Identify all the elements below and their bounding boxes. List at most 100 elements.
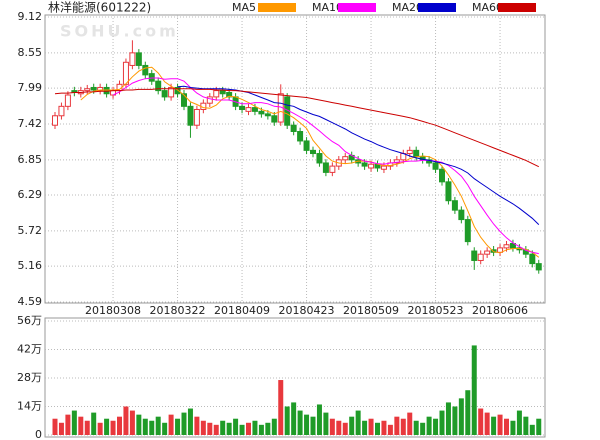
legend-swatch xyxy=(338,3,376,12)
candle-body xyxy=(258,110,265,115)
volume-bar xyxy=(439,410,445,435)
ma-line xyxy=(80,66,540,258)
candle-body xyxy=(239,105,246,110)
volume-bar xyxy=(265,422,271,435)
candle-body xyxy=(445,181,452,202)
candle-body xyxy=(168,86,175,98)
candle-body xyxy=(484,250,491,255)
candle-body xyxy=(174,86,181,95)
volume-bar xyxy=(155,416,161,435)
volume-bar xyxy=(117,416,122,435)
candle-body xyxy=(213,90,220,98)
volume-bar xyxy=(110,420,116,435)
x-tick-label: 20180409 xyxy=(214,304,270,317)
volume-bar xyxy=(342,422,348,435)
volume-bar xyxy=(297,410,303,435)
volume-bar xyxy=(226,422,232,435)
y-tick-label: 5.16 xyxy=(18,259,43,272)
x-tick-label: 20180509 xyxy=(343,304,399,317)
y-tick-label: 56万 xyxy=(17,314,42,327)
volume-bar xyxy=(516,410,522,435)
candle-body xyxy=(161,90,168,98)
candle-body xyxy=(329,165,336,173)
volume-bar xyxy=(58,422,64,435)
volume-bar xyxy=(213,424,219,435)
volume-bar xyxy=(413,420,419,435)
y-tick-label: 6.29 xyxy=(18,188,43,201)
ma-line xyxy=(54,88,540,168)
volume-bar xyxy=(329,418,335,435)
volume-bar xyxy=(458,398,464,435)
volume-bar xyxy=(381,420,387,435)
candle-body xyxy=(361,162,368,167)
candle-body xyxy=(342,156,349,161)
legend-label: MA60 xyxy=(472,1,503,14)
legend-label: MA20 xyxy=(392,1,423,14)
candle-body xyxy=(206,96,213,104)
volume-bar xyxy=(375,422,380,435)
volume-bar xyxy=(52,418,58,435)
volume-bar xyxy=(368,418,374,435)
volume-bar xyxy=(426,416,432,435)
volume-bar xyxy=(97,422,103,435)
candle-body xyxy=(477,253,484,261)
candle-body xyxy=(439,168,445,183)
candle-body xyxy=(393,159,400,164)
volume-bar xyxy=(129,410,135,435)
volume-bar xyxy=(510,420,516,435)
y-tick-label: 6.85 xyxy=(18,153,43,166)
y-tick-label: 8.55 xyxy=(18,46,43,59)
volume-bar xyxy=(278,380,284,435)
volume-bar xyxy=(104,418,110,435)
volume-bar xyxy=(504,418,509,435)
candle-body xyxy=(58,105,65,117)
volume-bar xyxy=(536,418,542,435)
volume-bar xyxy=(420,422,426,435)
volume-bar xyxy=(168,414,174,435)
candle-body xyxy=(316,153,323,164)
volume-bar xyxy=(523,416,529,435)
candle-body xyxy=(380,165,387,170)
volume-bar xyxy=(316,404,322,435)
candle-body xyxy=(245,107,252,112)
legend-swatch xyxy=(258,3,296,12)
y-tick-label: 4.59 xyxy=(18,295,43,308)
volume-bar xyxy=(433,418,439,435)
legend-swatch xyxy=(418,3,456,12)
legend-label: MA5 xyxy=(232,1,256,14)
candle-body xyxy=(181,93,187,107)
volume-bar xyxy=(529,424,535,435)
candle-body xyxy=(226,91,233,98)
candle-body xyxy=(187,105,194,126)
candle-body xyxy=(251,107,258,112)
volume-bar xyxy=(484,412,490,435)
candle-body xyxy=(122,61,129,85)
candle-body xyxy=(406,149,413,155)
candle-body xyxy=(84,88,91,92)
y-tick-label: 7.42 xyxy=(18,117,43,130)
candle-body xyxy=(413,149,420,158)
volume-bar xyxy=(291,402,297,435)
y-tick-label: 5.72 xyxy=(18,224,43,237)
candle-body xyxy=(142,64,149,76)
candle-body xyxy=(97,86,104,92)
candle-body xyxy=(535,263,542,271)
x-tick-label: 20180308 xyxy=(85,304,141,317)
candle-body xyxy=(135,52,142,66)
volume-bar xyxy=(71,410,77,435)
volume-bar xyxy=(258,424,264,435)
volume-bar xyxy=(84,420,90,435)
volume-bar xyxy=(355,410,361,435)
y-tick-label: 42万 xyxy=(17,343,42,356)
volume-bar xyxy=(304,414,310,435)
candle-body xyxy=(432,162,439,170)
candle-body xyxy=(509,242,516,249)
candle-body xyxy=(464,219,471,243)
volume-bar xyxy=(78,416,84,435)
candle-body xyxy=(290,124,297,133)
chart-title: 林洋能源(601222) xyxy=(48,0,151,15)
candle-body xyxy=(129,52,136,66)
candle-body xyxy=(264,113,271,117)
volume-bar xyxy=(239,424,245,435)
